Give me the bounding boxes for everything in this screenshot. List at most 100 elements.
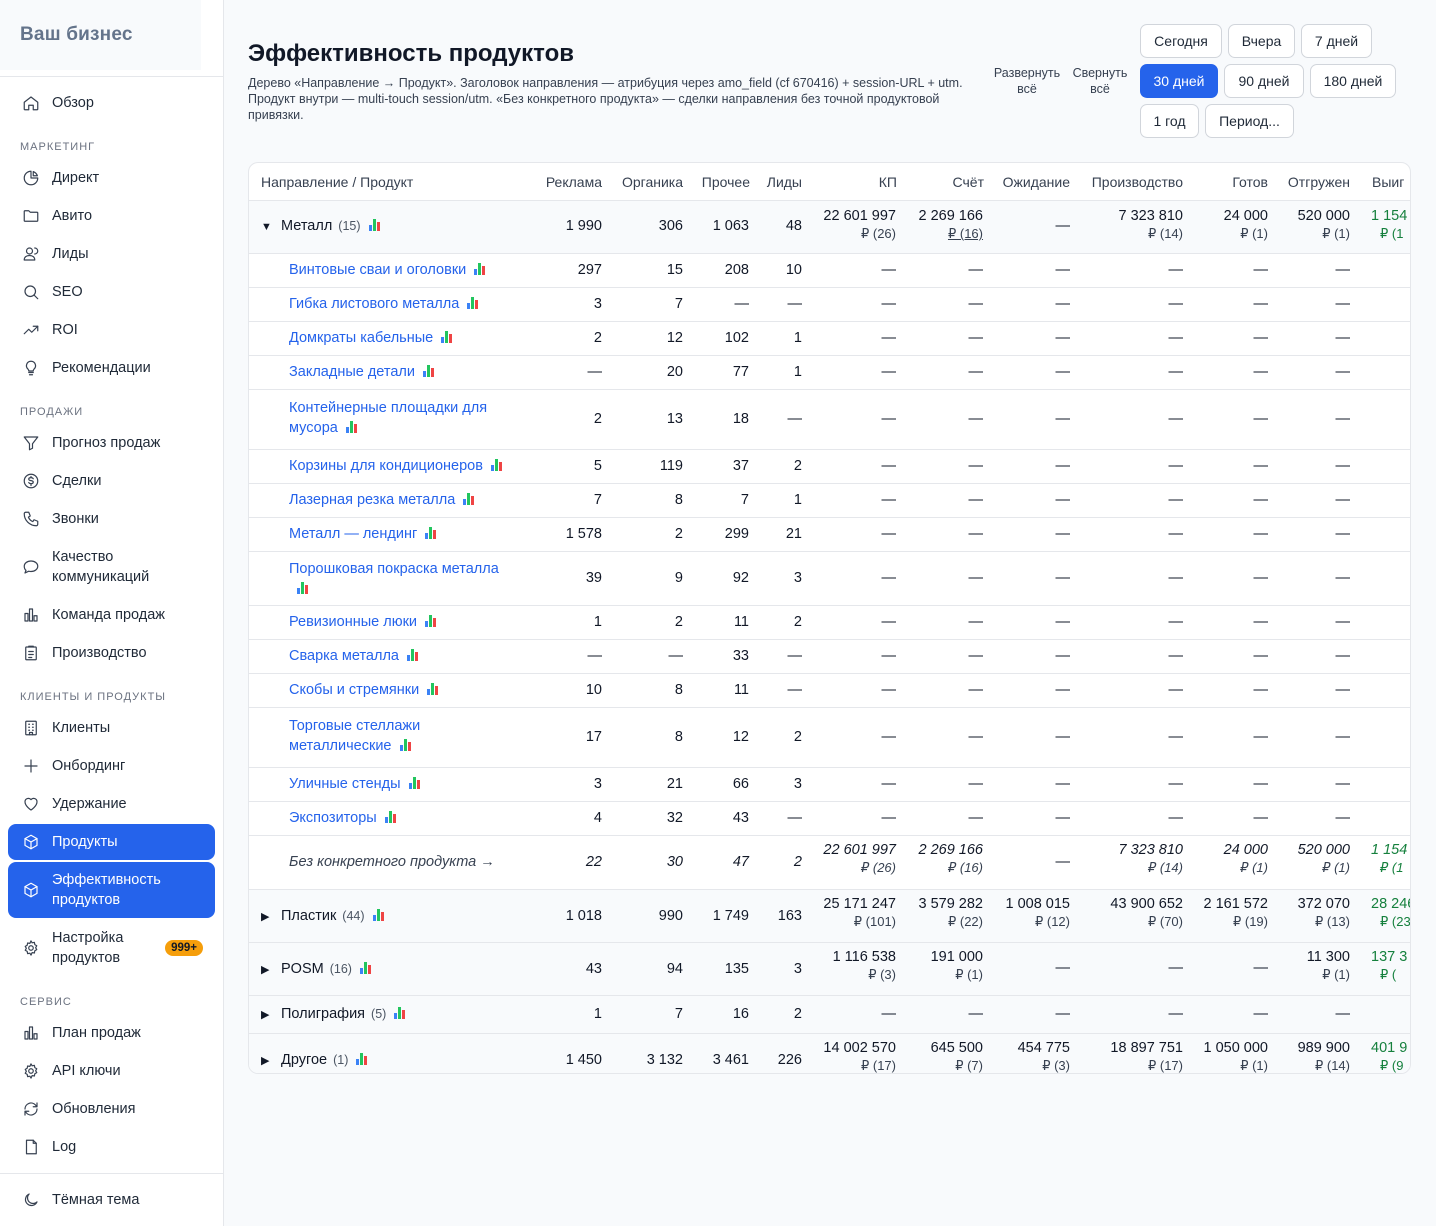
product-row[interactable]: Домкраты кабельные 2 12 102 1 — — — — — — <box>249 322 1410 356</box>
bar-chart-icon[interactable] <box>399 738 414 751</box>
product-link[interactable]: Корзины для кондиционеров <box>289 458 505 474</box>
period-180days-button[interactable]: 180 дней <box>1310 64 1396 98</box>
col-other[interactable]: Прочее <box>701 174 750 190</box>
sidebar-item-recommendations[interactable]: Рекомендации <box>8 356 215 380</box>
sidebar-item-product-settings[interactable]: Настройка продуктов 999+ <box>8 927 215 969</box>
bar-chart-icon[interactable] <box>297 581 311 594</box>
product-row[interactable]: Металл — лендинг 1 578 2 299 21 — — — — — — <box>249 518 1410 552</box>
col-kp[interactable]: КП <box>878 174 897 190</box>
col-production[interactable]: Производство <box>1091 174 1183 190</box>
period-today-button[interactable]: Сегодня <box>1140 24 1222 58</box>
col-organic[interactable]: Органика <box>621 174 683 190</box>
bar-chart-icon[interactable] <box>406 648 421 661</box>
sidebar-item-communication-quality[interactable]: Качество коммуникаций <box>8 546 215 588</box>
col-ads[interactable]: Реклама <box>545 174 602 190</box>
product-link[interactable]: Экспозиторы <box>289 810 399 826</box>
sidebar-item-seo[interactable]: SEO <box>8 280 215 304</box>
col-leads[interactable]: Лиды <box>766 174 802 190</box>
col-name[interactable]: Направление / Продукт <box>261 174 414 190</box>
direction-name[interactable]: ▶ POSM (16) <box>261 961 374 977</box>
triangle-right-icon[interactable]: ▶ <box>261 911 270 923</box>
product-row[interactable]: Скобы и стремянки 10 8 11 — — — — — — — <box>249 674 1410 708</box>
sidebar-item-clients[interactable]: Клиенты <box>8 716 215 740</box>
collapse-all-button[interactable]: Свернуть всё <box>1066 65 1134 97</box>
sidebar-item-roi[interactable]: ROI <box>8 318 215 342</box>
product-row[interactable]: Порошковая покраска металла 39 9 92 3 — — — — — — <box>249 552 1410 606</box>
product-link[interactable]: Металл — лендинг <box>289 526 439 542</box>
dark-theme-toggle[interactable]: Тёмная тема <box>8 1188 215 1212</box>
sidebar-item-leads[interactable]: Лиды <box>8 242 215 266</box>
product-row[interactable]: Ревизионные люки 1 2 11 2 — — — — — — <box>249 606 1410 640</box>
product-link[interactable]: Домкраты кабельные <box>289 330 455 346</box>
product-link[interactable]: Сварка металла <box>289 648 421 664</box>
triangle-right-icon[interactable]: ▶ <box>261 1055 270 1067</box>
bar-chart-icon[interactable] <box>394 1006 408 1019</box>
sidebar-item-updates[interactable]: Обновления <box>8 1097 215 1121</box>
sidebar-item-calls[interactable]: Звонки <box>8 507 215 531</box>
product-link[interactable]: Торговые стеллажи металлические <box>289 716 420 756</box>
direction-row-poly[interactable]: ▶ Полиграфия (5) 1 7 16 2 — — — — — — <box>249 996 1410 1034</box>
col-ready[interactable]: Готов <box>1232 174 1268 190</box>
product-row[interactable]: Уличные стенды 3 21 66 3 — — — — — — <box>249 768 1410 802</box>
cell-subvalue[interactable]: ₽ (16) <box>947 226 983 241</box>
period-custom-button[interactable]: Период... <box>1205 104 1294 138</box>
direction-row-metal[interactable]: ▼ Металл (15) 1 990 306 1 063 48 22 601 997 ₽ (2… <box>249 201 1410 254</box>
period-30days-button[interactable]: 30 дней <box>1140 64 1218 98</box>
col-won[interactable]: Выиг <box>1372 174 1405 190</box>
triangle-down-icon[interactable]: ▼ <box>261 221 272 233</box>
direction-name[interactable]: ▶ Другое (1) <box>261 1052 370 1068</box>
expand-all-button[interactable]: Развернуть всё <box>990 65 1064 97</box>
col-invoice[interactable]: Счёт <box>952 174 984 190</box>
sidebar-item-overview[interactable]: Обзор <box>8 91 215 115</box>
bar-chart-icon[interactable] <box>408 776 423 789</box>
bar-chart-icon[interactable] <box>474 262 488 275</box>
sidebar-item-sales-team[interactable]: Команда продаж <box>8 603 215 627</box>
product-row[interactable]: Экспозиторы 4 32 43 — — — — — — — <box>249 802 1410 836</box>
sidebar-item-product-efficiency[interactable]: Эффективность продуктов <box>8 862 215 918</box>
product-link[interactable]: Ревизионные люки <box>289 614 439 630</box>
bar-chart-icon[interactable] <box>422 364 437 377</box>
direction-name[interactable]: ▼ Металл (15) <box>261 218 383 234</box>
period-1year-button[interactable]: 1 год <box>1140 104 1199 138</box>
no-product-row[interactable]: Без конкретного продукта → 22 30 47 2 22 601 … <box>249 836 1410 890</box>
brand-logo[interactable]: Ваш бизнес <box>0 0 201 70</box>
bar-chart-icon[interactable] <box>345 420 360 433</box>
sidebar-item-sales-plan[interactable]: План продаж <box>8 1021 215 1045</box>
product-link[interactable]: Контейнерные площадки для мусора <box>289 398 487 438</box>
sidebar-item-forecast[interactable]: Прогноз продаж <box>8 431 215 455</box>
product-row[interactable]: Сварка металла — — 33 — — — — — — — <box>249 640 1410 674</box>
sidebar-item-retention[interactable]: Удержание <box>8 792 215 816</box>
product-link[interactable]: Порошковая покраска металла <box>289 559 499 599</box>
product-row[interactable]: Винтовые сваи и оголовки 297 15 208 10 — — — — — — <box>249 254 1410 288</box>
product-link[interactable]: Закладные детали <box>289 364 437 380</box>
period-yesterday-button[interactable]: Вчера <box>1228 24 1295 58</box>
bar-chart-icon[interactable] <box>441 330 455 343</box>
no-product-link[interactable]: Без конкретного продукта → <box>289 854 495 870</box>
triangle-right-icon[interactable]: ▶ <box>261 964 270 976</box>
product-row[interactable]: Закладные детали — 20 77 1 — — — — — — <box>249 356 1410 390</box>
bar-chart-icon[interactable] <box>356 1052 370 1065</box>
bar-chart-icon[interactable] <box>463 492 477 505</box>
direction-row-plastic[interactable]: ▶ Пластик (44) 1 018 990 1 749 163 25 171 247 ₽ … <box>249 890 1410 943</box>
bar-chart-icon[interactable] <box>384 810 399 823</box>
sidebar-item-log[interactable]: Log <box>8 1135 215 1159</box>
product-row[interactable]: Торговые стеллажи металлические 17 8 12 2 — — — —… <box>249 708 1410 768</box>
bar-chart-icon[interactable] <box>368 218 383 231</box>
direction-name[interactable]: ▶ Полиграфия (5) <box>261 1006 408 1022</box>
sidebar-item-avito[interactable]: Авито <box>8 204 215 228</box>
bar-chart-icon[interactable] <box>359 961 374 974</box>
bar-chart-icon[interactable] <box>467 296 481 309</box>
sidebar-item-api-keys[interactable]: API ключи <box>8 1059 215 1083</box>
triangle-right-icon[interactable]: ▶ <box>261 1009 270 1021</box>
period-90days-button[interactable]: 90 дней <box>1224 64 1304 98</box>
direction-name[interactable]: ▶ Пластик (44) <box>261 908 387 924</box>
product-row[interactable]: Лазерная резка металла 7 8 7 1 — — — — — — <box>249 484 1410 518</box>
product-link[interactable]: Скобы и стремянки <box>289 682 441 698</box>
product-row[interactable]: Корзины для кондиционеров 5 119 37 2 — — — — — — <box>249 450 1410 484</box>
col-waiting[interactable]: Ожидание <box>1002 174 1070 190</box>
product-row[interactable]: Контейнерные площадки для мусора 2 13 18 — — — —… <box>249 390 1410 450</box>
sidebar-item-onboarding[interactable]: Онбординг <box>8 754 215 778</box>
direction-row-posm[interactable]: ▶ POSM (16) 43 94 135 3 1 116 538 ₽ (3) 191 000 ₽ … <box>249 943 1410 996</box>
bar-chart-icon[interactable] <box>490 458 505 471</box>
col-shipped[interactable]: Отгружен <box>1287 174 1350 190</box>
